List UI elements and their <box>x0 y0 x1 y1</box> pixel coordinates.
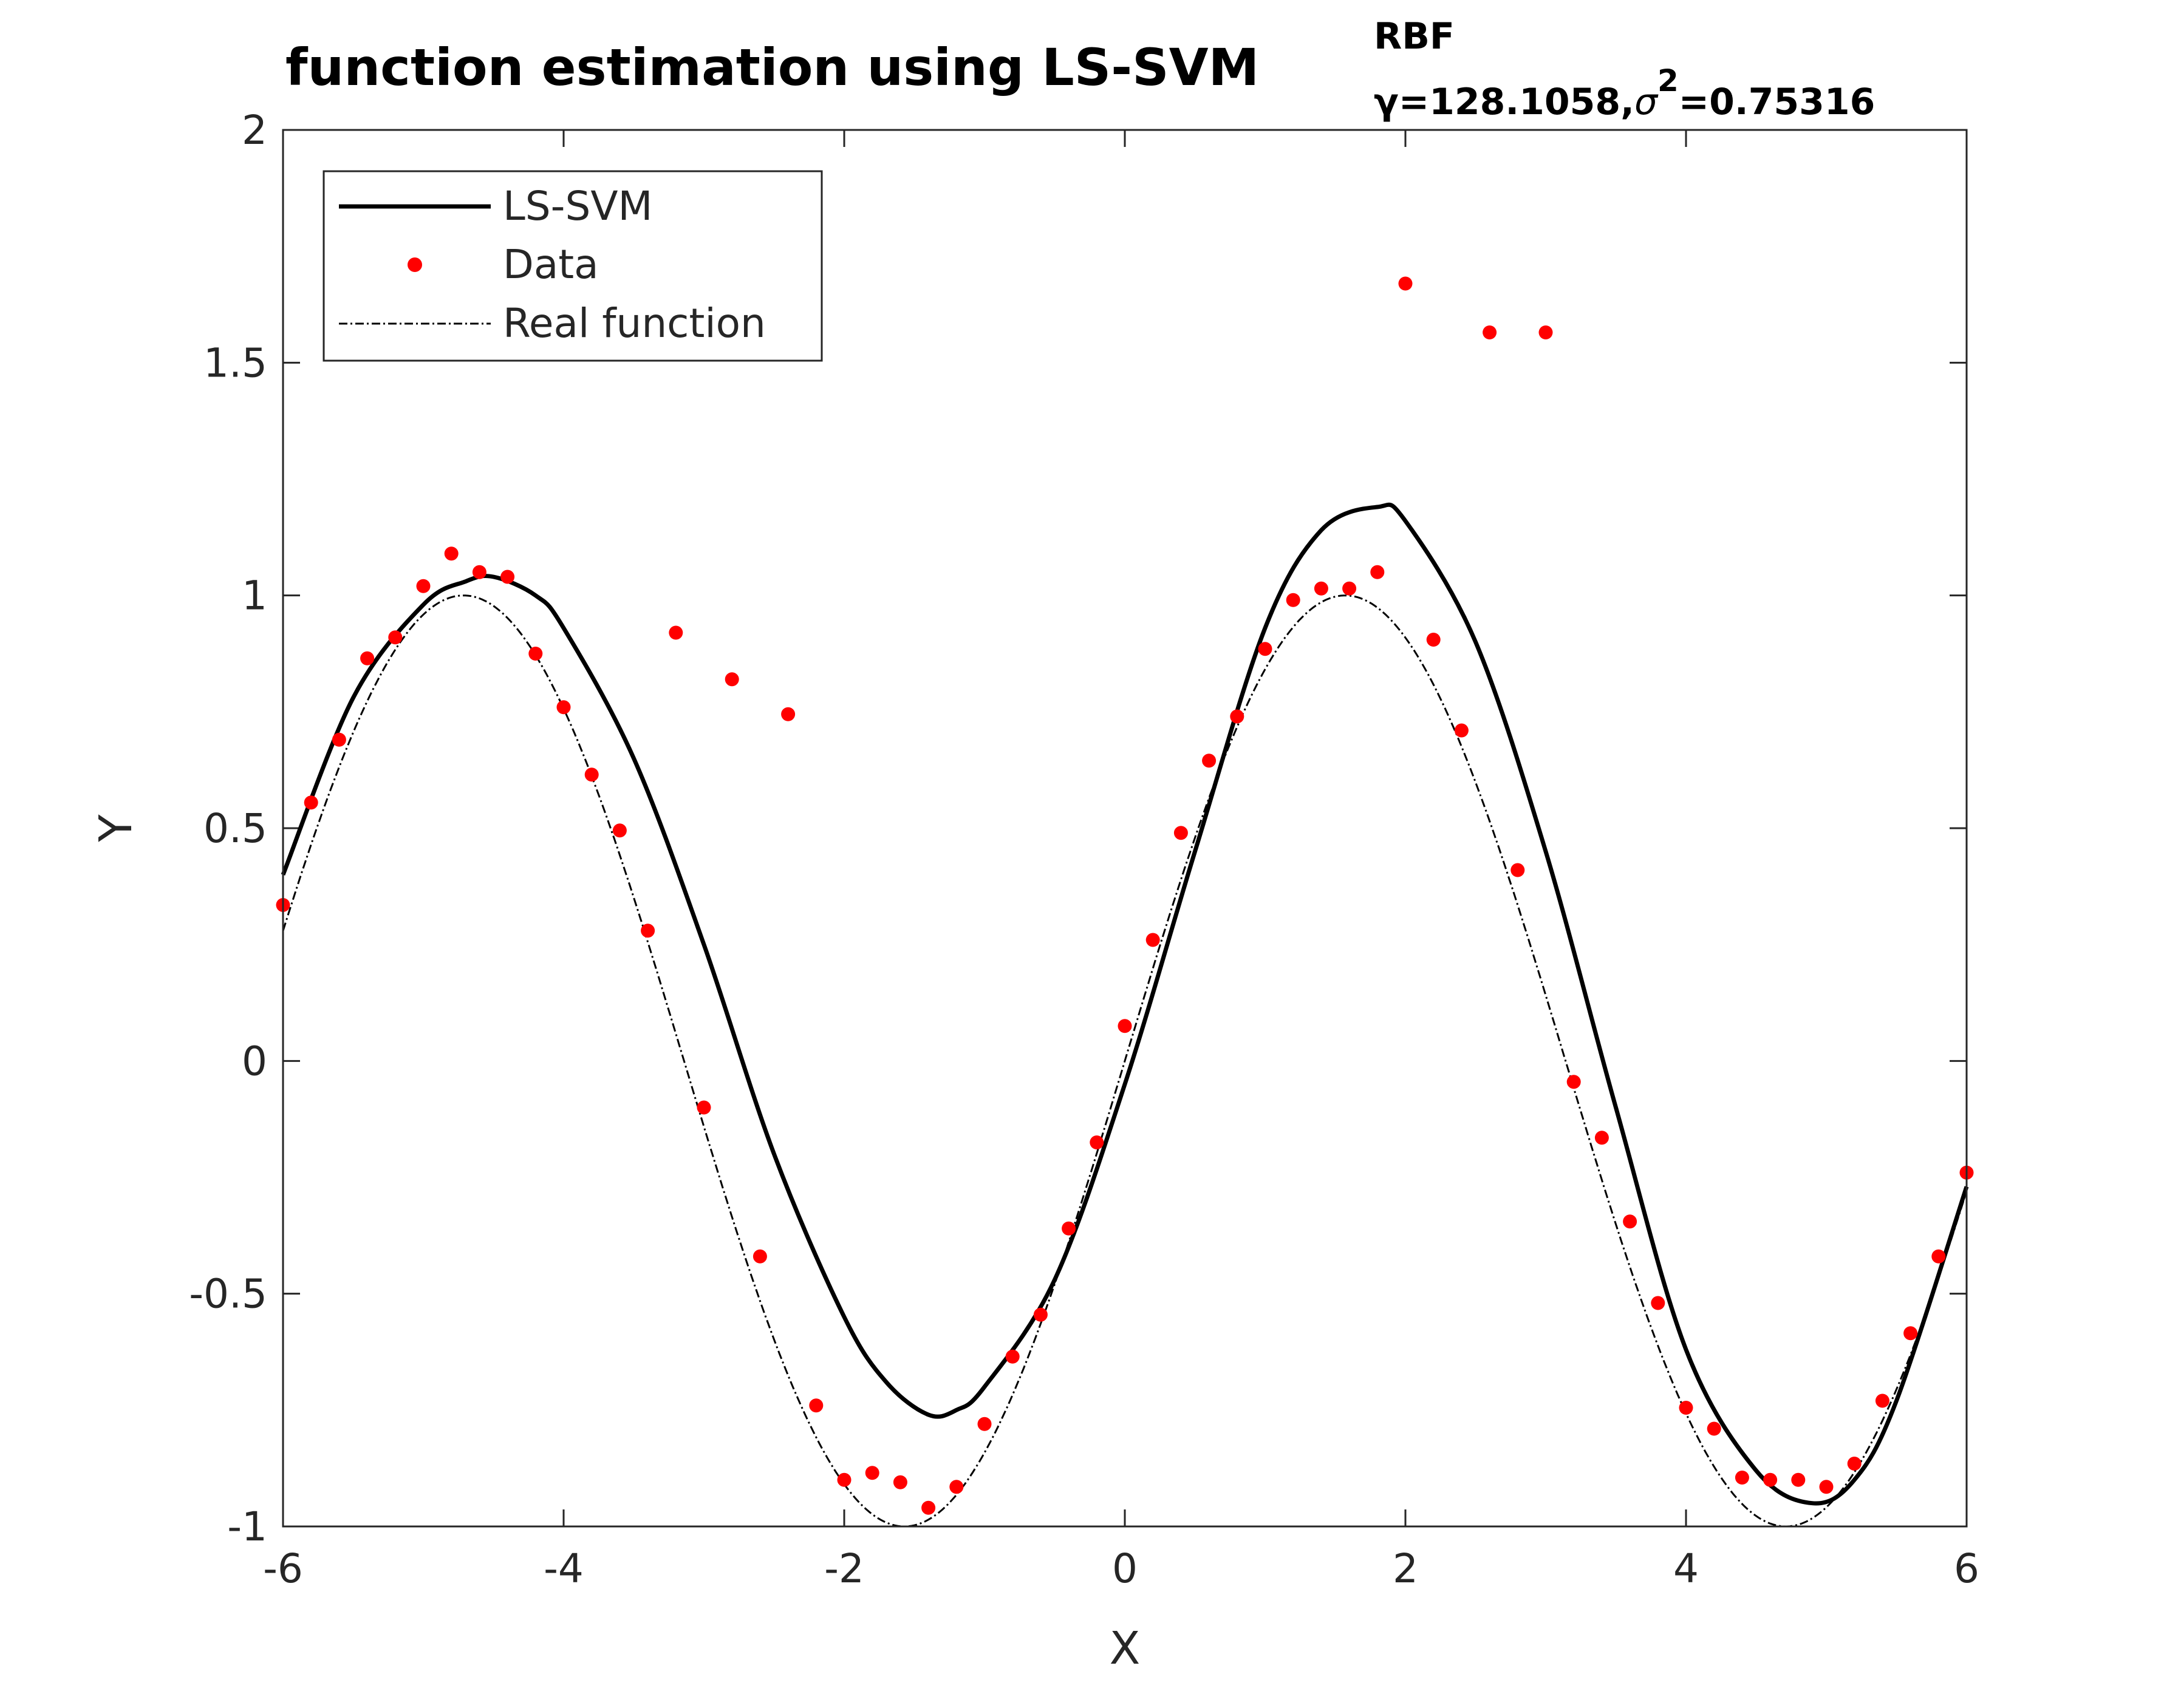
axes-box <box>282 129 1968 1528</box>
data-point <box>556 700 571 715</box>
data-point <box>1370 565 1385 579</box>
title-subscript: γ=128.1058,σ2=0.75316 <box>1374 63 1875 123</box>
legend-label-data: Data <box>503 241 599 288</box>
data-point <box>1062 1221 1076 1236</box>
data-point <box>612 823 627 838</box>
series-layer <box>276 276 1974 1528</box>
data-point <box>893 1475 907 1489</box>
series-line-ls-svm <box>281 502 1969 1506</box>
data-point <box>1594 1131 1609 1145</box>
series-points-data <box>276 276 1974 1515</box>
title-subscript-sigma-exponent: 2 <box>1657 63 1679 98</box>
data-point <box>1033 1307 1048 1322</box>
data-point <box>1005 1349 1020 1364</box>
data-point <box>949 1480 964 1494</box>
legend-label-ls-svm: LS-SVM <box>503 183 652 230</box>
y-tick-label: 1.5 <box>203 339 267 386</box>
y-tick-label: -0.5 <box>189 1271 267 1318</box>
data-point <box>641 924 655 938</box>
data-point <box>1483 325 1497 339</box>
data-point <box>837 1472 852 1487</box>
data-point <box>865 1466 879 1480</box>
data-point <box>1258 642 1272 656</box>
data-point <box>1426 633 1441 647</box>
data-point <box>1538 325 1553 339</box>
data-point <box>1623 1214 1637 1229</box>
data-point <box>1847 1457 1862 1471</box>
data-point <box>388 630 403 645</box>
chart-title: function estimation using LS-SVM RBF γ=1… <box>285 15 1875 123</box>
data-point <box>753 1249 767 1264</box>
y-tick-label: 2 <box>242 107 267 154</box>
legend-swatch-data <box>408 257 422 272</box>
data-point <box>304 795 318 810</box>
data-point <box>1342 581 1357 596</box>
y-tick-label: -1 <box>227 1503 267 1550</box>
data-point <box>444 546 459 561</box>
data-point <box>1090 1135 1104 1149</box>
data-point <box>1763 1472 1778 1487</box>
data-point <box>1651 1296 1665 1310</box>
data-point <box>1286 593 1300 607</box>
data-point <box>360 651 375 665</box>
data-point <box>1875 1393 1889 1408</box>
data-point <box>1819 1480 1834 1494</box>
legend: LS-SVM Data Real function <box>323 170 823 362</box>
data-point <box>472 565 486 579</box>
data-point <box>809 1398 824 1413</box>
data-point <box>781 707 796 721</box>
data-point <box>697 1100 711 1115</box>
axis-tick-labels: -6 -4 -2 0 2 4 6 -1 -0.5 0 0.5 1 1.5 2 <box>189 107 1979 1592</box>
title-superscript: RBF <box>1374 15 1455 58</box>
data-point <box>1735 1471 1749 1485</box>
data-point <box>977 1417 992 1431</box>
data-point <box>1679 1401 1693 1415</box>
title-main: function estimation using LS-SVM <box>285 38 1259 97</box>
data-point <box>1931 1249 1946 1264</box>
title-subscript-gamma: γ=128.1058, <box>1374 81 1634 123</box>
x-tick-label: 2 <box>1393 1545 1418 1592</box>
x-tick-label: -2 <box>824 1545 864 1592</box>
data-point <box>1454 723 1469 738</box>
data-point <box>332 732 346 747</box>
legend-box <box>323 170 823 362</box>
data-point <box>584 767 599 782</box>
data-point <box>1903 1326 1918 1341</box>
data-point <box>1510 863 1525 877</box>
data-point <box>416 579 431 593</box>
data-point <box>1118 1019 1132 1033</box>
x-tick-label: 0 <box>1112 1545 1138 1592</box>
data-point <box>1173 826 1188 840</box>
x-tick-label: -4 <box>544 1545 584 1592</box>
title-subscript-sigma: σ <box>1634 81 1659 123</box>
x-tick-label: 4 <box>1673 1545 1699 1592</box>
data-point <box>1398 276 1413 291</box>
y-tick-label: 0.5 <box>203 805 267 852</box>
data-point <box>1566 1075 1581 1089</box>
data-point <box>1202 754 1217 768</box>
data-point <box>500 570 515 584</box>
x-tick-label: -6 <box>263 1545 303 1592</box>
data-point <box>1707 1421 1721 1436</box>
y-tick-label: 1 <box>242 573 267 619</box>
x-tick-label: 6 <box>1954 1545 1979 1592</box>
title-subscript-value: =0.75316 <box>1679 81 1876 123</box>
data-point <box>1314 581 1328 596</box>
data-point <box>1145 933 1160 947</box>
data-point <box>669 625 683 640</box>
y-axis-label: Y <box>90 814 142 843</box>
plot-area <box>283 130 1967 1526</box>
data-point <box>1791 1472 1806 1487</box>
data-point <box>528 647 543 661</box>
y-tick-label: 0 <box>242 1038 267 1084</box>
data-point <box>725 672 739 687</box>
x-axis-label: X <box>1110 1622 1141 1675</box>
data-point <box>1230 709 1244 724</box>
legend-label-real-function: Real function <box>503 300 766 347</box>
data-point <box>921 1500 936 1515</box>
